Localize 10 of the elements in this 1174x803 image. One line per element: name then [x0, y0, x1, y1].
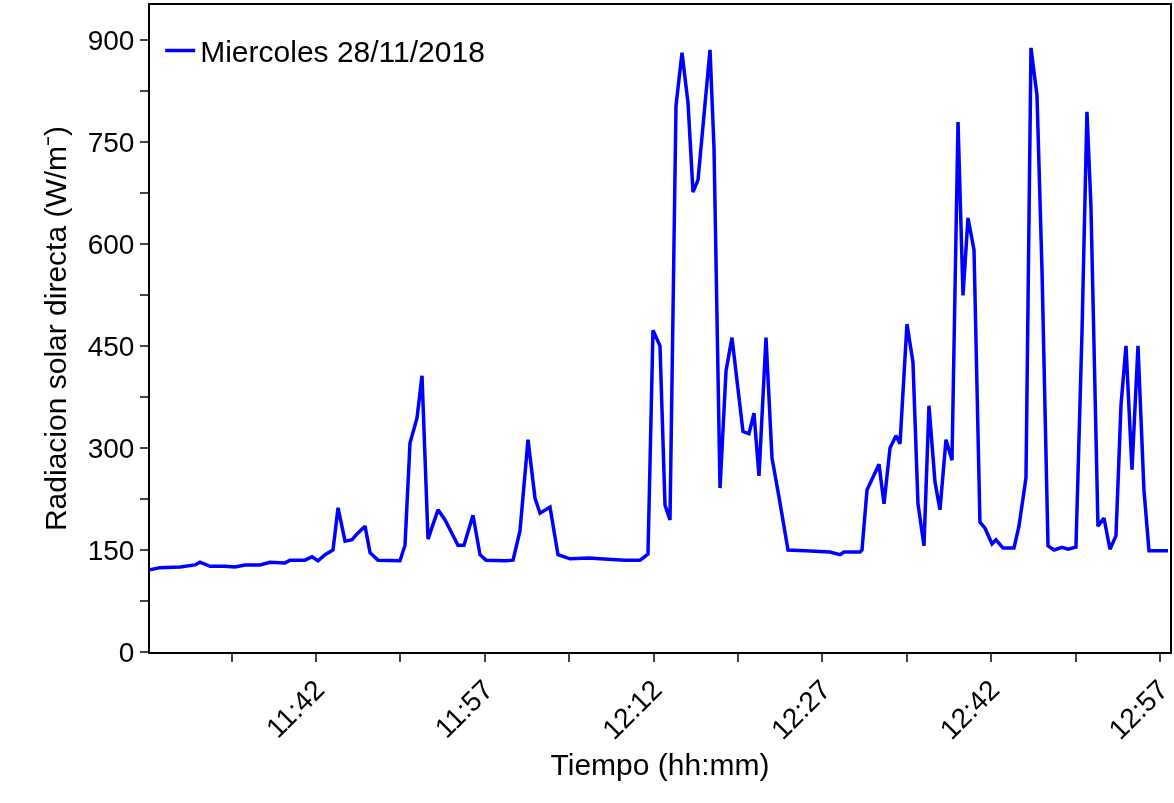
- y-tick-label: 300: [87, 432, 135, 464]
- legend-label: Miercoles 28/11/2018: [200, 35, 485, 69]
- y-axis-title: Radiacion solar directa (W/m⁻): [39, 125, 73, 532]
- y-tick-label: 600: [87, 228, 135, 260]
- y-tick-label: 750: [87, 126, 135, 158]
- y-tick-label: 150: [87, 534, 135, 566]
- y-tick-label: 450: [87, 330, 135, 362]
- y-tick-label: 900: [87, 24, 135, 56]
- x-axis-title: Tiempo (hh:mm): [550, 748, 770, 782]
- y-tick-label: 0: [118, 636, 135, 668]
